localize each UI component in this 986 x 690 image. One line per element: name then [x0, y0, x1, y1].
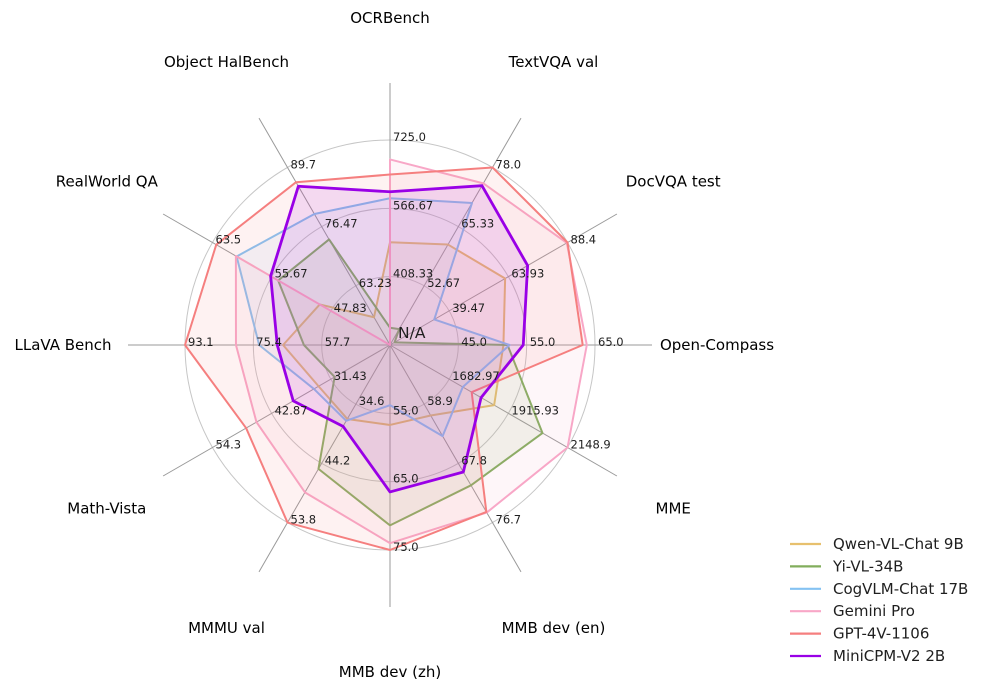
tick-label-mme-2: 1682.97 [452, 369, 500, 383]
tick-label-object-halbench-1: 76.47 [325, 217, 358, 231]
tick-label-textvqa-val-0: 78.0 [496, 158, 522, 172]
tick-label-mmb-dev-zh-0: 75.0 [393, 540, 419, 554]
legend-item-yi-vl-34b: Yi-VL-34B [790, 557, 903, 575]
tick-label-llava-bench-0: 93.1 [188, 335, 214, 349]
tick-label-mme-1: 1915.93 [511, 403, 559, 417]
tick-label-object-halbench-2: 63.23 [359, 276, 392, 290]
axis-label-mmmu-val: MMMU val [188, 619, 265, 637]
tick-label-ocrbench-1: 566.67 [393, 198, 433, 212]
tick-label-mmmu-val-1: 44.2 [325, 453, 351, 467]
axis-spoke-mme [389, 344, 618, 477]
tick-label-open-compass-1: 55.0 [530, 335, 556, 349]
tick-label-docvqa-test-2: 39.47 [452, 301, 485, 315]
tick-label-ocrbench-0: 725.0 [393, 130, 426, 144]
tick-label-math-vista-0: 54.3 [216, 438, 242, 452]
axis-label-ocrbench: OCRBench [350, 9, 429, 27]
tick-label-realworld-qa-2: 47.83 [334, 301, 367, 315]
axis-spoke-math-vista [162, 344, 391, 477]
tick-label-realworld-qa-0: 63.5 [216, 233, 242, 247]
axis-label-textvqa-val: TextVQA val [508, 53, 599, 71]
tick-label-mmb-dev-zh-2: 55.0 [393, 403, 419, 417]
tick-label-mme-0: 2148.9 [571, 438, 611, 452]
center-na-label: N/A [398, 324, 426, 342]
axis-label-mmb-dev-en: MMB dev (en) [502, 619, 606, 637]
tick-label-object-halbench-0: 89.7 [291, 158, 317, 172]
legend: Qwen-VL-Chat 9B Yi-VL-34B CogVLM-Chat 17B G… [790, 535, 968, 665]
tick-label-textvqa-val-1: 65.33 [461, 217, 494, 231]
tick-label-mmb-dev-en-2: 58.9 [427, 394, 453, 408]
tick-label-math-vista-2: 31.43 [334, 369, 367, 383]
axis-spoke-docvqa-test [389, 213, 618, 346]
axis-label-mme: MME [656, 500, 691, 518]
axis-label-realworld-qa: RealWorld QA [56, 173, 159, 191]
series-gpt-4v-1106 [184, 166, 584, 551]
axis-spoke-mmb-dev-en [389, 344, 522, 573]
series-group [184, 158, 588, 551]
legend-item-gemini-pro: Gemini Pro [790, 602, 915, 620]
tick-label-open-compass-0: 65.0 [598, 335, 624, 349]
tick-label-ocrbench-2: 408.33 [393, 267, 433, 281]
axis-spoke-textvqa-val [389, 117, 522, 346]
tick-label-docvqa-test-0: 88.4 [571, 233, 597, 247]
legend-label-minicpm-v2-2b: MiniCPM-V2 2B [833, 647, 945, 665]
tick-label-docvqa-test-1: 63.93 [511, 267, 544, 281]
legend-label-gpt-4v-1106: GPT-4V-1106 [833, 625, 929, 643]
legend-item-minicpm-v2-2b: MiniCPM-V2 2B [790, 647, 945, 665]
legend-item-gpt-4v-1106: GPT-4V-1106 [790, 625, 929, 643]
axis-spoke-mmmu-val [258, 344, 391, 573]
legend-label-gemini-pro: Gemini Pro [833, 602, 915, 620]
axis-label-mmb-dev-zh: MMB dev (zh) [339, 663, 441, 681]
axis-label-object-halbench: Object HalBench [164, 53, 289, 71]
tick-label-llava-bench-1: 75.4 [256, 335, 282, 349]
legend-label-qwen-vl-chat-9b: Qwen-VL-Chat 9B [833, 535, 964, 553]
tick-label-realworld-qa-1: 55.67 [275, 267, 308, 281]
axis-label-math-vista: Math-Vista [67, 500, 146, 518]
legend-label-cogvlm-chat-17b: CogVLM-Chat 17B [833, 580, 968, 598]
tick-label-mmb-dev-en-0: 76.7 [496, 513, 522, 527]
axis-label-llava-bench: LLaVA Bench [14, 336, 111, 354]
axis-spoke-object-halbench [258, 117, 391, 346]
tick-label-mmb-dev-zh-1: 65.0 [393, 472, 419, 486]
tick-label-mmmu-val-0: 53.8 [291, 513, 317, 527]
tick-label-mmb-dev-en-1: 67.8 [461, 453, 487, 467]
legend-item-qwen-vl-chat-9b: Qwen-VL-Chat 9B [790, 535, 964, 553]
tick-label-mmmu-val-2: 34.6 [359, 394, 385, 408]
tick-label-textvqa-val-2: 52.67 [427, 276, 460, 290]
axis-label-docvqa-test: DocVQA test [626, 173, 721, 191]
axis-labels: OCRBench TextVQA val DocVQA test Open-Compa… [14, 9, 774, 681]
tick-label-open-compass-2: 45.0 [461, 335, 487, 349]
tick-label-llava-bench-2: 57.7 [325, 335, 351, 349]
legend-item-cogvlm-chat-17b: CogVLM-Chat 17B [790, 580, 968, 598]
tick-label-math-vista-1: 42.87 [275, 403, 308, 417]
legend-label-yi-vl-34b: Yi-VL-34B [832, 557, 903, 575]
tick-labels: 725.0 566.67 408.33 78.0 65.33 52.67 88.4 63.93… [188, 130, 624, 554]
series-minicpm-v2-2b [269, 184, 530, 494]
axis-label-open-compass: Open-Compass [660, 336, 774, 354]
